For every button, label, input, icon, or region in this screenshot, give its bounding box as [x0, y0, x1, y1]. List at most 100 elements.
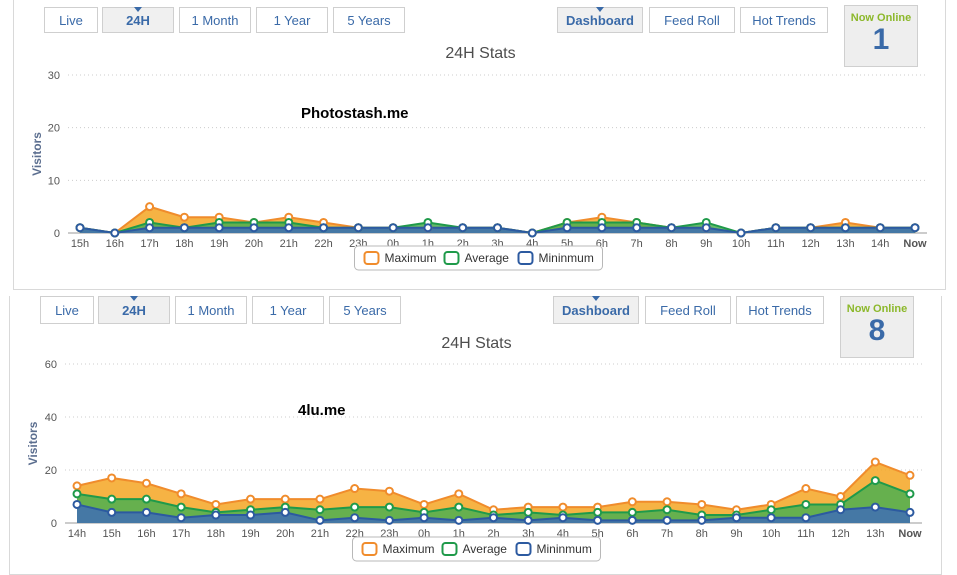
point-mininmum[interactable] [315, 515, 325, 525]
point-mininmum[interactable] [662, 515, 672, 525]
point-average[interactable] [141, 494, 151, 504]
tab-feed-roll[interactable]: Feed Roll [649, 7, 735, 33]
point-mininmum[interactable] [731, 513, 741, 523]
point-maximum[interactable] [836, 492, 846, 501]
tab-24h[interactable]: 24H [102, 7, 174, 33]
point-mininmum[interactable] [766, 513, 776, 523]
point-mininmum[interactable] [701, 223, 711, 233]
point-average[interactable] [627, 507, 637, 517]
legend-swatch-mininmum[interactable] [517, 251, 534, 265]
point-average[interactable] [870, 476, 880, 486]
point-mininmum[interactable] [75, 223, 85, 233]
legend-swatch-maximum[interactable] [361, 542, 378, 556]
point-mininmum[interactable] [179, 223, 189, 233]
point-average[interactable] [662, 505, 672, 515]
point-mininmum[interactable] [597, 223, 607, 233]
point-maximum[interactable] [315, 494, 325, 504]
point-mininmum[interactable] [454, 515, 464, 525]
point-mininmum[interactable] [910, 223, 920, 233]
point-maximum[interactable] [905, 470, 915, 480]
point-mininmum[interactable] [388, 223, 398, 233]
point-mininmum[interactable] [632, 223, 642, 233]
point-mininmum[interactable] [489, 513, 498, 523]
tab-1-month[interactable]: 1 Month [175, 296, 247, 324]
point-maximum[interactable] [72, 481, 82, 491]
point-average[interactable] [315, 505, 325, 515]
point-mininmum[interactable] [905, 507, 915, 517]
point-mininmum[interactable] [627, 515, 637, 525]
tab-5-years[interactable]: 5 Years [333, 7, 405, 33]
point-mininmum[interactable] [771, 223, 781, 233]
point-maximum[interactable] [179, 212, 189, 222]
point-mininmum[interactable] [523, 515, 533, 525]
point-maximum[interactable] [211, 499, 221, 509]
point-mininmum[interactable] [736, 228, 746, 238]
point-mininmum[interactable] [593, 515, 603, 525]
point-mininmum[interactable] [562, 223, 572, 233]
point-mininmum[interactable] [493, 223, 502, 233]
point-maximum[interactable] [697, 499, 707, 509]
point-mininmum[interactable] [458, 223, 468, 233]
point-maximum[interactable] [801, 484, 811, 494]
legend-label-average[interactable]: Average [463, 542, 508, 556]
point-mininmum[interactable] [558, 513, 568, 523]
point-mininmum[interactable] [141, 507, 151, 517]
point-maximum[interactable] [176, 489, 186, 499]
point-maximum[interactable] [350, 484, 360, 494]
tab-1-year[interactable]: 1 Year [256, 7, 328, 33]
tab-1-month[interactable]: 1 Month [179, 7, 251, 33]
legend-swatch-mininmum[interactable] [515, 542, 532, 556]
point-average[interactable] [454, 502, 464, 512]
point-mininmum[interactable] [72, 499, 82, 509]
tab-1-year[interactable]: 1 Year [252, 296, 324, 324]
point-maximum[interactable] [419, 499, 429, 509]
legend-label-mininmum[interactable]: Mininmum [537, 542, 592, 556]
point-mininmum[interactable] [423, 223, 433, 233]
point-mininmum[interactable] [284, 223, 294, 233]
legend-label-maximum[interactable]: Maximum [383, 542, 435, 556]
point-average[interactable] [107, 494, 117, 504]
point-mininmum[interactable] [249, 223, 259, 233]
point-mininmum[interactable] [801, 513, 811, 523]
point-mininmum[interactable] [806, 223, 816, 233]
legend-label-mininmum[interactable]: Mininmum [539, 251, 594, 265]
point-mininmum[interactable] [527, 228, 537, 238]
point-mininmum[interactable] [836, 505, 846, 515]
tab-live[interactable]: Live [40, 296, 94, 324]
point-mininmum[interactable] [384, 515, 394, 525]
point-mininmum[interactable] [110, 228, 120, 238]
point-average[interactable] [350, 502, 360, 512]
tab-feed-roll[interactable]: Feed Roll [645, 296, 731, 324]
tab-5-years[interactable]: 5 Years [329, 296, 401, 324]
point-maximum[interactable] [107, 473, 117, 483]
point-mininmum[interactable] [666, 223, 676, 233]
point-average[interactable] [593, 507, 603, 517]
point-mininmum[interactable] [419, 513, 429, 523]
point-maximum[interactable] [662, 497, 672, 507]
point-maximum[interactable] [870, 457, 880, 467]
point-maximum[interactable] [627, 497, 637, 507]
point-mininmum[interactable] [214, 223, 224, 233]
point-maximum[interactable] [558, 502, 568, 512]
point-mininmum[interactable] [697, 515, 707, 525]
point-maximum[interactable] [280, 494, 290, 504]
point-mininmum[interactable] [319, 223, 329, 233]
point-mininmum[interactable] [350, 513, 360, 523]
point-average[interactable] [523, 507, 533, 517]
point-maximum[interactable] [145, 202, 155, 212]
point-mininmum[interactable] [176, 513, 186, 523]
point-mininmum[interactable] [840, 223, 850, 233]
point-average[interactable] [801, 499, 811, 509]
point-maximum[interactable] [246, 494, 256, 504]
tab-dashboard[interactable]: Dashboard [553, 296, 639, 324]
tab-hot-trends[interactable]: Hot Trends [740, 7, 828, 33]
tab-24h[interactable]: 24H [98, 296, 170, 324]
point-average[interactable] [72, 489, 82, 499]
point-mininmum[interactable] [107, 507, 117, 517]
legend-swatch-average[interactable] [441, 542, 458, 556]
tab-live[interactable]: Live [44, 7, 98, 33]
point-maximum[interactable] [141, 478, 151, 488]
point-mininmum[interactable] [353, 223, 363, 233]
point-average[interactable] [176, 502, 186, 512]
legend-label-maximum[interactable]: Maximum [385, 251, 437, 265]
